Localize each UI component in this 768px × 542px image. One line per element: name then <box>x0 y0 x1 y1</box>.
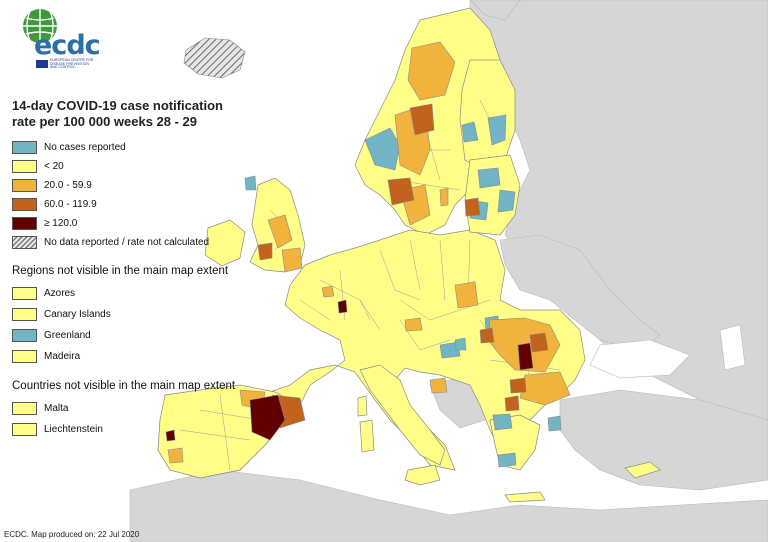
region-portugal-orange <box>167 447 184 464</box>
sicily <box>404 464 441 486</box>
north-africa-land <box>129 469 768 542</box>
region-czech-orange <box>404 317 423 332</box>
legend-item: 20.0 - 59.9 <box>12 176 242 195</box>
map-credit: ECDC. Map produced on: 22 Jul 2020 <box>4 530 140 539</box>
black-sea-water <box>589 339 691 379</box>
cyprus <box>624 461 661 479</box>
region-sweden-north-blue <box>364 127 401 171</box>
region-item: Canary Islands <box>12 304 242 325</box>
region-uk-dark <box>257 242 273 261</box>
legend-title: 14-day COVID-19 case notification rate p… <box>12 98 223 129</box>
region-luxembourg-orange <box>321 285 335 298</box>
map-legend: 14-day COVID-19 case notification rate p… <box>12 98 242 440</box>
country-item: Liechtenstein <box>12 419 242 440</box>
region-romania-dark-1 <box>529 332 549 353</box>
region-bulgaria-dark <box>504 395 520 412</box>
turkey-land <box>559 389 768 491</box>
ecdc-subtitle: EUROPEAN CENTRE FOR DISEASE PREVENTION A… <box>50 58 94 70</box>
region-czech-dark <box>479 327 495 344</box>
country-swatch-yellow <box>12 423 37 436</box>
region-portugal-red <box>165 429 176 442</box>
caspian-water <box>719 324 746 371</box>
region-swatch-yellow <box>12 287 37 300</box>
legend-swatch-dark-orange <box>12 198 37 211</box>
region-item: Greenland <box>12 325 242 346</box>
legend-label: 60.0 - 119.9 <box>44 199 97 210</box>
region-label: Madeira <box>44 351 81 362</box>
ecdc-logo: ecdc EUROPEAN CENTRE FOR DISEASE PREVENT… <box>14 4 104 70</box>
region-greece-blue-1 <box>492 413 513 431</box>
region-uk-orange-2 <box>281 247 303 273</box>
corsica <box>357 395 368 417</box>
region-item: Azores <box>12 283 242 304</box>
region-poland-dark <box>464 197 481 217</box>
no-cases-regions <box>244 114 562 468</box>
legend-item: < 20 <box>12 157 242 176</box>
legend-swatch-blue <box>12 141 37 154</box>
region-spain-red <box>249 394 286 441</box>
country-label: Liechtenstein <box>44 424 103 435</box>
ireland <box>204 219 246 267</box>
region-swatch-blue <box>12 329 37 342</box>
norway-north-tip <box>469 0 521 21</box>
region-croatia-blue <box>454 337 467 351</box>
region-uk-orange-1 <box>267 214 293 249</box>
legend-label: ≥ 120.0 <box>44 218 78 229</box>
region-croatia-orange <box>429 377 448 394</box>
legend-swatch-hatched <box>12 236 37 249</box>
country-item: Malta <box>12 398 242 419</box>
country-swatch-yellow <box>12 402 37 415</box>
region-label: Greenland <box>44 330 91 341</box>
country-label: Malta <box>44 403 69 414</box>
region-label: Azores <box>44 288 76 299</box>
region-swatch-yellow <box>12 308 37 321</box>
countries-title: Countries not visible in the main map ex… <box>12 380 236 392</box>
region-estonia-orange <box>439 187 449 207</box>
region-romania-red <box>517 342 534 371</box>
region-austria-blue <box>439 341 461 359</box>
legend-item: 60.0 - 119.9 <box>12 195 242 214</box>
globe-icon <box>23 9 57 43</box>
region-greece-blue-2 <box>497 452 517 468</box>
region-norway-north-orange <box>407 41 456 101</box>
rate-120-plus-regions <box>165 299 534 442</box>
region-label: Canary Islands <box>44 309 111 320</box>
region-swatch-yellow <box>12 350 37 363</box>
crete <box>504 491 546 503</box>
rate-60-120-regions <box>257 103 549 429</box>
legend-item: ≥ 120.0 <box>12 214 242 233</box>
legend-item: No data reported / rate not calculated <box>12 233 242 252</box>
region-baltic-blue-2 <box>497 189 516 213</box>
regions-title: Regions not visible in the main map exte… <box>12 265 229 277</box>
region-sweden-dark-1 <box>409 103 435 136</box>
region-luxembourg-red <box>337 299 348 314</box>
legend-swatch-yellow <box>12 160 37 173</box>
sardinia <box>359 419 375 453</box>
legend-label: No data reported / rate not calculated <box>44 237 210 248</box>
region-bulgaria-orange <box>519 371 571 406</box>
region-finland-blue-2 <box>461 121 479 143</box>
region-baltic-blue-1 <box>477 167 501 189</box>
legend-swatch-orange <box>12 179 37 192</box>
legend-label: < 20 <box>44 161 64 172</box>
region-germany-orange <box>454 281 479 309</box>
legend-item: No cases reported <box>12 138 242 157</box>
eu-flag-icon <box>36 60 48 68</box>
legend-swatch-dark-red <box>12 217 37 230</box>
region-bulgaria-blue <box>547 415 562 432</box>
legend-label: 20.0 - 59.9 <box>44 180 92 191</box>
legend-label: No cases reported <box>44 142 126 153</box>
region-item: Madeira <box>12 346 242 367</box>
region-sweden-dark-2 <box>387 177 415 206</box>
italy <box>359 364 446 466</box>
region-romania-dark-2 <box>509 377 527 394</box>
iceland <box>183 37 246 79</box>
region-norway-blue <box>244 175 257 191</box>
ecdc-wordmark: ecdc <box>34 30 101 61</box>
region-finland-blue-1 <box>487 114 507 146</box>
